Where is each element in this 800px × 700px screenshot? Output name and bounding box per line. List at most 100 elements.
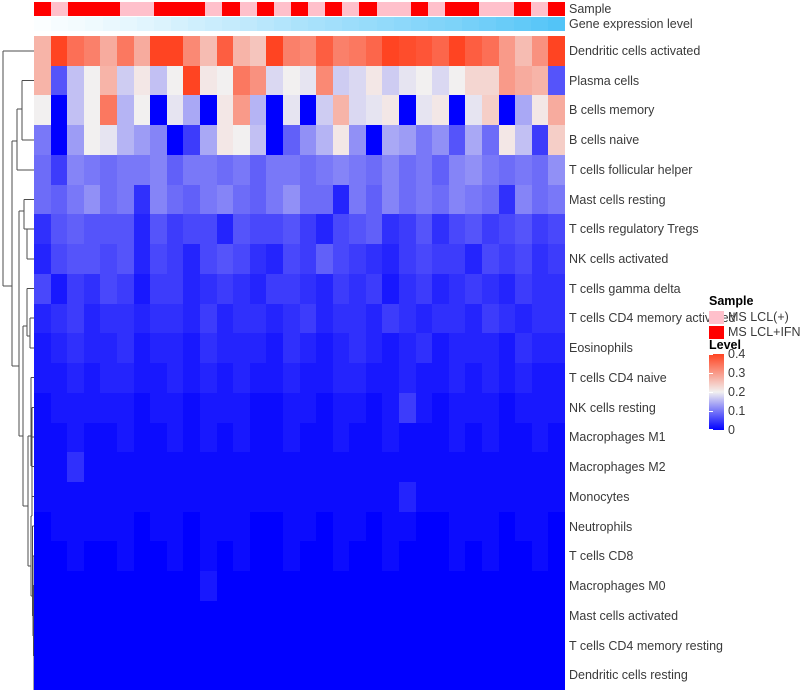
- heatmap-cell: [316, 184, 333, 215]
- heatmap-cell: [316, 154, 333, 185]
- heatmap-cell: [332, 511, 350, 542]
- heatmap-cell: [415, 452, 433, 483]
- heatmap-cell: [282, 65, 300, 96]
- heatmap-cell: [531, 392, 549, 423]
- heatmap-cell: [216, 36, 234, 66]
- heatmap-cell: [183, 660, 200, 691]
- heatmap-cell: [498, 36, 516, 66]
- gene-expression-annotation-bar: [34, 17, 565, 31]
- heatmap-cell: [183, 333, 200, 364]
- heatmap-row-label: B cells memory: [569, 103, 655, 118]
- heatmap-cell: [233, 303, 250, 334]
- heatmap-cell: [67, 600, 84, 631]
- heatmap-cell: [332, 600, 350, 631]
- heatmap-cell: [183, 303, 200, 334]
- heatmap-cell: [399, 392, 416, 423]
- heatmap-cell: [83, 36, 101, 66]
- heatmap-cell: [133, 214, 151, 245]
- heatmap-cell: [34, 482, 51, 512]
- heatmap-cell: [216, 363, 234, 393]
- heatmap-cell: [216, 392, 234, 423]
- heatmap-cell: [316, 95, 333, 126]
- heatmap-cell: [332, 422, 350, 453]
- heatmap-cell: [299, 363, 317, 393]
- sample-annotation-cell: [445, 2, 463, 16]
- heatmap-row-label: T cells CD4 memory activated: [569, 311, 736, 326]
- gene-expression-annotation-cell: [290, 17, 308, 31]
- heatmap-cell: [349, 660, 366, 691]
- heatmap-cell: [249, 600, 267, 631]
- heatmap-cell: [465, 154, 483, 185]
- gene-expression-annotation-cell: [479, 17, 497, 31]
- heatmap-cell: [548, 154, 565, 185]
- heatmap-cell: [465, 600, 483, 631]
- heatmap-cell: [332, 36, 350, 66]
- heatmap-cell: [67, 95, 84, 126]
- heatmap-cell: [150, 154, 167, 185]
- heatmap-cell: [67, 541, 84, 572]
- heatmap-cell: [531, 244, 549, 274]
- heatmap-cell: [83, 363, 101, 393]
- heatmap-cell: [465, 333, 483, 364]
- heatmap-cell: [67, 660, 84, 691]
- sample-annotation-cell: [34, 2, 52, 16]
- heatmap-cell: [365, 154, 383, 185]
- heatmap-cell: [199, 600, 217, 631]
- heatmap-cell: [233, 630, 250, 661]
- heatmap-cell: [399, 452, 416, 483]
- heatmap-cell: [415, 482, 433, 512]
- heatmap-cell: [100, 65, 117, 96]
- heatmap-cell: [216, 600, 234, 631]
- sample-annotation-cell: [273, 2, 291, 16]
- sample-annotation-cell: [359, 2, 377, 16]
- heatmap-cell: [34, 660, 51, 691]
- heatmap-cell: [299, 630, 317, 661]
- heatmap-cell: [166, 363, 184, 393]
- heatmap-cell: [515, 511, 532, 542]
- heatmap-cell: [249, 65, 267, 96]
- heatmap-cell: [116, 244, 134, 274]
- heatmap-cell: [448, 452, 466, 483]
- heatmap-cell: [100, 452, 117, 483]
- heatmap-cell: [365, 452, 383, 483]
- heatmap-cell: [199, 36, 217, 66]
- heatmap-cell: [183, 244, 200, 274]
- heatmap-cell: [34, 600, 51, 631]
- gene-expression-annotation-cell: [325, 17, 343, 31]
- heatmap-cell: [432, 303, 449, 334]
- heatmap-cell: [199, 184, 217, 215]
- heatmap-cell: [299, 125, 317, 155]
- heatmap-cell: [349, 303, 366, 334]
- heatmap-cell: [282, 333, 300, 364]
- heatmap-cell: [266, 630, 283, 661]
- gene-expression-annotation-cell: [342, 17, 360, 31]
- heatmap-cell: [83, 482, 101, 512]
- heatmap-cell: [150, 184, 167, 215]
- heatmap-cell: [482, 571, 499, 601]
- heatmap-cell: [166, 422, 184, 453]
- heatmap-cell: [299, 571, 317, 601]
- heatmap-cell: [150, 125, 167, 155]
- heatmap-cell: [116, 541, 134, 572]
- sample-annotation-cell: [496, 2, 514, 16]
- heatmap-cell: [399, 36, 416, 66]
- heatmap-cell: [548, 363, 565, 393]
- heatmap-cell: [415, 125, 433, 155]
- heatmap-cell: [498, 244, 516, 274]
- heatmap-cell: [166, 630, 184, 661]
- heatmap-cell: [531, 363, 549, 393]
- heatmap-cell: [515, 392, 532, 423]
- heatmap-cell: [515, 333, 532, 364]
- heatmap-row-label: Monocytes: [569, 489, 630, 504]
- heatmap-cell: [448, 571, 466, 601]
- heatmap-cell: [399, 125, 416, 155]
- sample-legend-item-label: MS LCL+IFN(+): [728, 325, 800, 339]
- heatmap-cell: [316, 511, 333, 542]
- heatmap-cell: [531, 452, 549, 483]
- heatmap-cell: [133, 125, 151, 155]
- heatmap-row-label: T cells gamma delta: [569, 281, 681, 296]
- heatmap-cell: [50, 95, 68, 126]
- heatmap-cell: [498, 511, 516, 542]
- gene-expression-annotation-cell: [427, 17, 445, 31]
- heatmap-cell: [233, 184, 250, 215]
